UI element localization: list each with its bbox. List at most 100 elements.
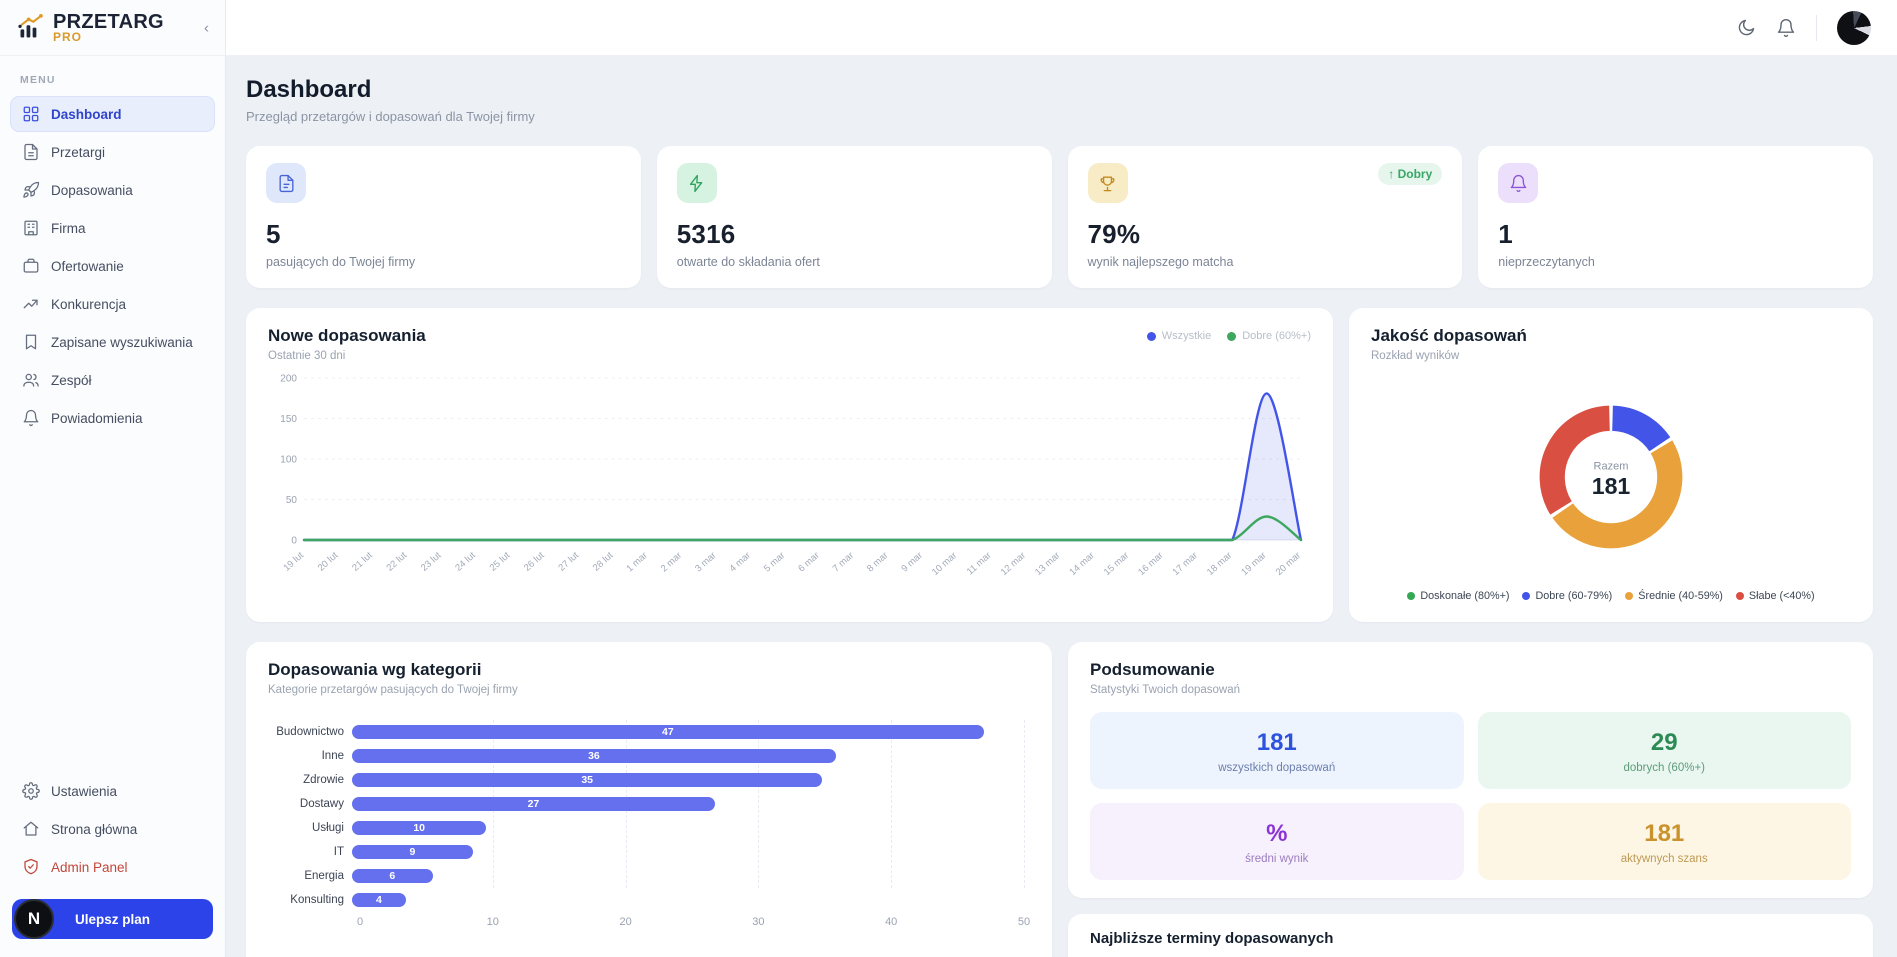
sidebar-item-zespol[interactable]: Zespół xyxy=(10,362,215,398)
bar-axis-tick: 40 xyxy=(885,916,898,928)
sidebar-item-zapisane-wyszukiwania[interactable]: Zapisane wyszukiwania xyxy=(10,324,215,360)
legend-label: Słabe (<40%) xyxy=(1748,590,1815,602)
svg-text:27 lut: 27 lut xyxy=(556,550,581,574)
home-icon xyxy=(22,820,40,838)
nextjs-dev-badge[interactable]: N xyxy=(14,899,54,939)
deadlines-card: Najbliższe terminy dopasowanych 6dDostaw… xyxy=(1068,914,1873,957)
svg-text:150: 150 xyxy=(280,414,297,425)
sidebar-item-admin-panel[interactable]: Admin Panel xyxy=(10,849,215,885)
svg-text:23 lut: 23 lut xyxy=(419,550,444,574)
bar-axis-tick: 10 xyxy=(486,916,499,928)
svg-text:19 mar: 19 mar xyxy=(1239,550,1268,578)
svg-text:20 lut: 20 lut xyxy=(316,550,341,574)
bar-chart-axis: 0 10 20 30 40 50 xyxy=(356,916,1030,936)
bar-value-label: 6 xyxy=(389,870,396,882)
sidebar-item-konkurencja[interactable]: Konkurencja xyxy=(10,286,215,322)
bar-axis-tick: 30 xyxy=(752,916,765,928)
legend-label: Wszystkie xyxy=(1161,330,1212,342)
sidebar-item-przetargi[interactable]: Przetargi xyxy=(10,134,215,170)
svg-text:8 mar: 8 mar xyxy=(865,550,890,574)
logo-chart-icon xyxy=(18,13,43,37)
legend-dot xyxy=(1522,592,1531,600)
donut-chart-subtitle: Rozkład wyników xyxy=(1371,350,1460,362)
bar-chart-title: Dopasowania wg kategorii xyxy=(268,660,482,679)
svg-text:0: 0 xyxy=(291,535,297,546)
svg-text:6 mar: 6 mar xyxy=(796,550,821,574)
bar-track: 47 xyxy=(352,725,1024,739)
svg-text:2 mar: 2 mar xyxy=(659,550,684,574)
trophy-icon xyxy=(1087,163,1128,203)
legend-label: Doskonałe (80%+) xyxy=(1420,590,1510,602)
svg-text:100: 100 xyxy=(280,454,297,465)
donut-legend-item-srednie-40-59-: Średnie (40-59%) xyxy=(1625,590,1723,602)
sidebar-item-dopasowania[interactable]: Dopasowania xyxy=(10,172,215,208)
bar-fill: 4 xyxy=(352,893,406,907)
bar-category-label: Inne xyxy=(321,750,344,762)
bar-fill: 36 xyxy=(352,749,836,763)
users-icon xyxy=(22,371,40,389)
bottom-row: Dopasowania wg kategorii Kategorie przet… xyxy=(246,642,1873,957)
sidebar-item-strona-glowna[interactable]: Strona główna xyxy=(10,811,215,847)
theme-toggle-moon-icon[interactable] xyxy=(1736,18,1756,38)
bar-value-label: 36 xyxy=(588,750,600,762)
sidebar-menu: Dashboard Przetargi Dopasowania Firma Oferto… xyxy=(0,94,225,438)
donut-center-value: 181 xyxy=(1592,473,1631,499)
bar-axis-tick: 0 xyxy=(356,916,364,928)
svg-text:26 lut: 26 lut xyxy=(522,550,547,574)
bar-fill: 47 xyxy=(352,725,984,739)
svg-text:3 mar: 3 mar xyxy=(693,550,718,574)
line-chart-title: Nowe dopasowania xyxy=(268,326,426,345)
line-chart-subtitle: Ostatnie 30 dni xyxy=(268,350,346,362)
bar-value-label: 35 xyxy=(581,774,594,786)
notifications-bell-icon[interactable] xyxy=(1776,18,1796,38)
sidebar-item-firma[interactable]: Firma xyxy=(10,210,215,246)
sidebar-item-dashboard[interactable]: Dashboard xyxy=(10,96,215,132)
bar-row-budownictwo: Budownictwo 47 xyxy=(268,720,1030,744)
bar-category-label: Zdrowie xyxy=(303,774,344,786)
summary-title: Podsumowanie xyxy=(1090,660,1215,679)
donut-center-label: Razem xyxy=(1594,461,1629,473)
legend-dot xyxy=(1146,331,1156,341)
upgrade-plan-button[interactable]: N Ulepsz plan xyxy=(12,899,213,939)
menu-section-label: MENU xyxy=(20,74,56,86)
sidebar-item-label: Przetargi xyxy=(51,144,106,160)
svg-text:18 mar: 18 mar xyxy=(1205,550,1234,578)
svg-text:20 mar: 20 mar xyxy=(1274,550,1303,578)
main-area: Dashboard Przegląd przetargów i dopasowa… xyxy=(226,0,1897,957)
svg-text:1 mar: 1 mar xyxy=(624,550,649,574)
bar-track: 36 xyxy=(352,749,1024,763)
svg-text:9 mar: 9 mar xyxy=(899,550,924,574)
bar-fill: 35 xyxy=(352,773,823,787)
sidebar-collapse-button[interactable]: ‹ xyxy=(204,19,209,36)
bar-value-label: 4 xyxy=(375,894,382,906)
legend-label: Dobre (60-79%) xyxy=(1535,590,1613,602)
app-logo: PRZETARG PRO xyxy=(16,12,164,43)
summary-value: 181 xyxy=(1644,820,1685,847)
bar-value-label: 9 xyxy=(409,846,416,858)
summary-value: 29 xyxy=(1650,729,1678,756)
sidebar-header: PRZETARG PRO ‹ xyxy=(0,0,225,56)
deadlines-title: Najbliższe terminy dopasowanych xyxy=(1090,930,1334,947)
stat-label: wynik najlepszego matcha xyxy=(1087,255,1234,269)
legend-label: Dobre (60%+) xyxy=(1242,330,1311,342)
bar-row-energia: Energia 6 xyxy=(268,864,1030,888)
bar-category-label: Dostawy xyxy=(299,798,344,810)
legend-item-dobre-60-[interactable]: Dobre (60%+) xyxy=(1227,330,1311,342)
user-avatar[interactable] xyxy=(1837,10,1871,45)
bar-row-it: IT 9 xyxy=(268,840,1030,864)
svg-text:10 mar: 10 mar xyxy=(930,550,959,578)
sidebar-item-ustawienia[interactable]: Ustawienia xyxy=(10,773,215,809)
sidebar-item-powiadomienia[interactable]: Powiadomienia xyxy=(10,400,215,436)
summary-tile-aktywnych-szans: 181 aktywnych szans xyxy=(1477,803,1851,880)
sidebar-item-ofertowanie[interactable]: Ofertowanie xyxy=(10,248,215,284)
bell-icon xyxy=(22,409,40,427)
legend-item-wszystkie[interactable]: Wszystkie xyxy=(1146,330,1212,342)
bar-chart: Budownictwo 47 Inne 36 Zdrowie 35 Dostawy 27 Usł… xyxy=(268,720,1030,912)
bar-chart-card: Dopasowania wg kategorii Kategorie przet… xyxy=(246,642,1052,957)
summary-tile-sredni-wynik: % średni wynik xyxy=(1090,803,1464,880)
summary-subtitle: Statystyki Twoich dopasowań xyxy=(1090,684,1241,696)
bar-row-konsulting: Konsulting 4 xyxy=(268,888,1030,912)
svg-text:13 mar: 13 mar xyxy=(1033,550,1062,578)
file-icon xyxy=(22,143,40,161)
legend-dot xyxy=(1735,592,1744,600)
